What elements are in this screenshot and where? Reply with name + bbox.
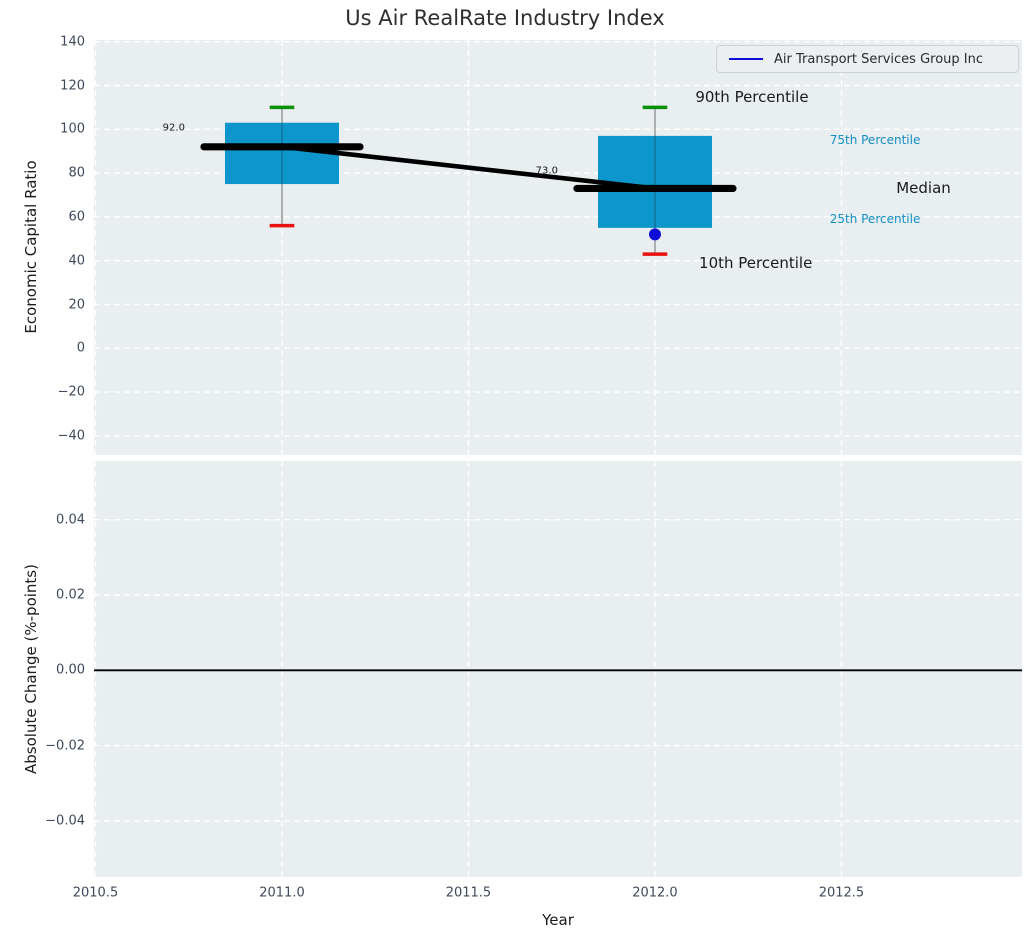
y-tick-label: −0.02 xyxy=(45,738,85,754)
annotation-median-value-2012: 73.0 xyxy=(535,165,558,177)
legend-label: Air Transport Services Group Inc xyxy=(774,51,983,67)
bottom-plot-area xyxy=(94,461,1022,877)
annotation-label-75th-percentile: 75th Percentile xyxy=(829,133,921,148)
y-tick-label: 80 xyxy=(68,165,85,181)
x-axis-label: Year xyxy=(542,911,574,929)
x-tick-label: 2012.5 xyxy=(818,885,865,901)
company-point xyxy=(648,228,661,241)
y-tick-label: 40 xyxy=(68,253,85,269)
legend: Air Transport Services Group Inc xyxy=(716,45,1019,73)
x-tick-label: 2011.0 xyxy=(259,885,305,901)
annotation-label-median: Median xyxy=(896,178,951,197)
box-2012 xyxy=(597,135,712,228)
x-tick-label: 2012.0 xyxy=(632,885,678,901)
top-plot-area xyxy=(94,40,1022,455)
y-tick-label: −0.04 xyxy=(45,813,85,829)
y-tick-label: 120 xyxy=(60,78,85,93)
x-tick-label: 2011.5 xyxy=(445,885,492,901)
annotation-label-25th-percentile: 25th Percentile xyxy=(829,211,921,226)
annotation-label-10th-percentile: 10th Percentile xyxy=(699,254,813,273)
annotation-median-value-2011: 92.0 xyxy=(162,122,185,134)
top-y-axis-label: Economic Capital Ratio xyxy=(22,160,40,334)
y-tick-label: 20 xyxy=(68,297,85,312)
box-2011 xyxy=(224,122,339,185)
y-tick-label: −40 xyxy=(57,428,85,444)
y-tick-label: 140 xyxy=(60,34,85,50)
bottom-y-axis-label: Absolute Change (%-points) xyxy=(22,564,40,774)
legend-line-icon xyxy=(729,58,763,60)
y-tick-label: 0 xyxy=(76,340,85,356)
x-tick-label: 2010.5 xyxy=(72,885,119,901)
y-tick-label: 100 xyxy=(60,121,85,137)
chart-title: Us Air RealRate Industry Index xyxy=(345,6,665,30)
y-tick-label: 0.02 xyxy=(56,587,85,603)
y-tick-label: 0.00 xyxy=(56,662,85,678)
y-tick-label: 60 xyxy=(68,209,85,225)
annotation-label-90th-percentile: 90th Percentile xyxy=(695,88,809,107)
median-trend-line xyxy=(281,144,656,191)
y-tick-label: −20 xyxy=(57,384,85,400)
y-tick-label: 0.04 xyxy=(56,512,85,528)
